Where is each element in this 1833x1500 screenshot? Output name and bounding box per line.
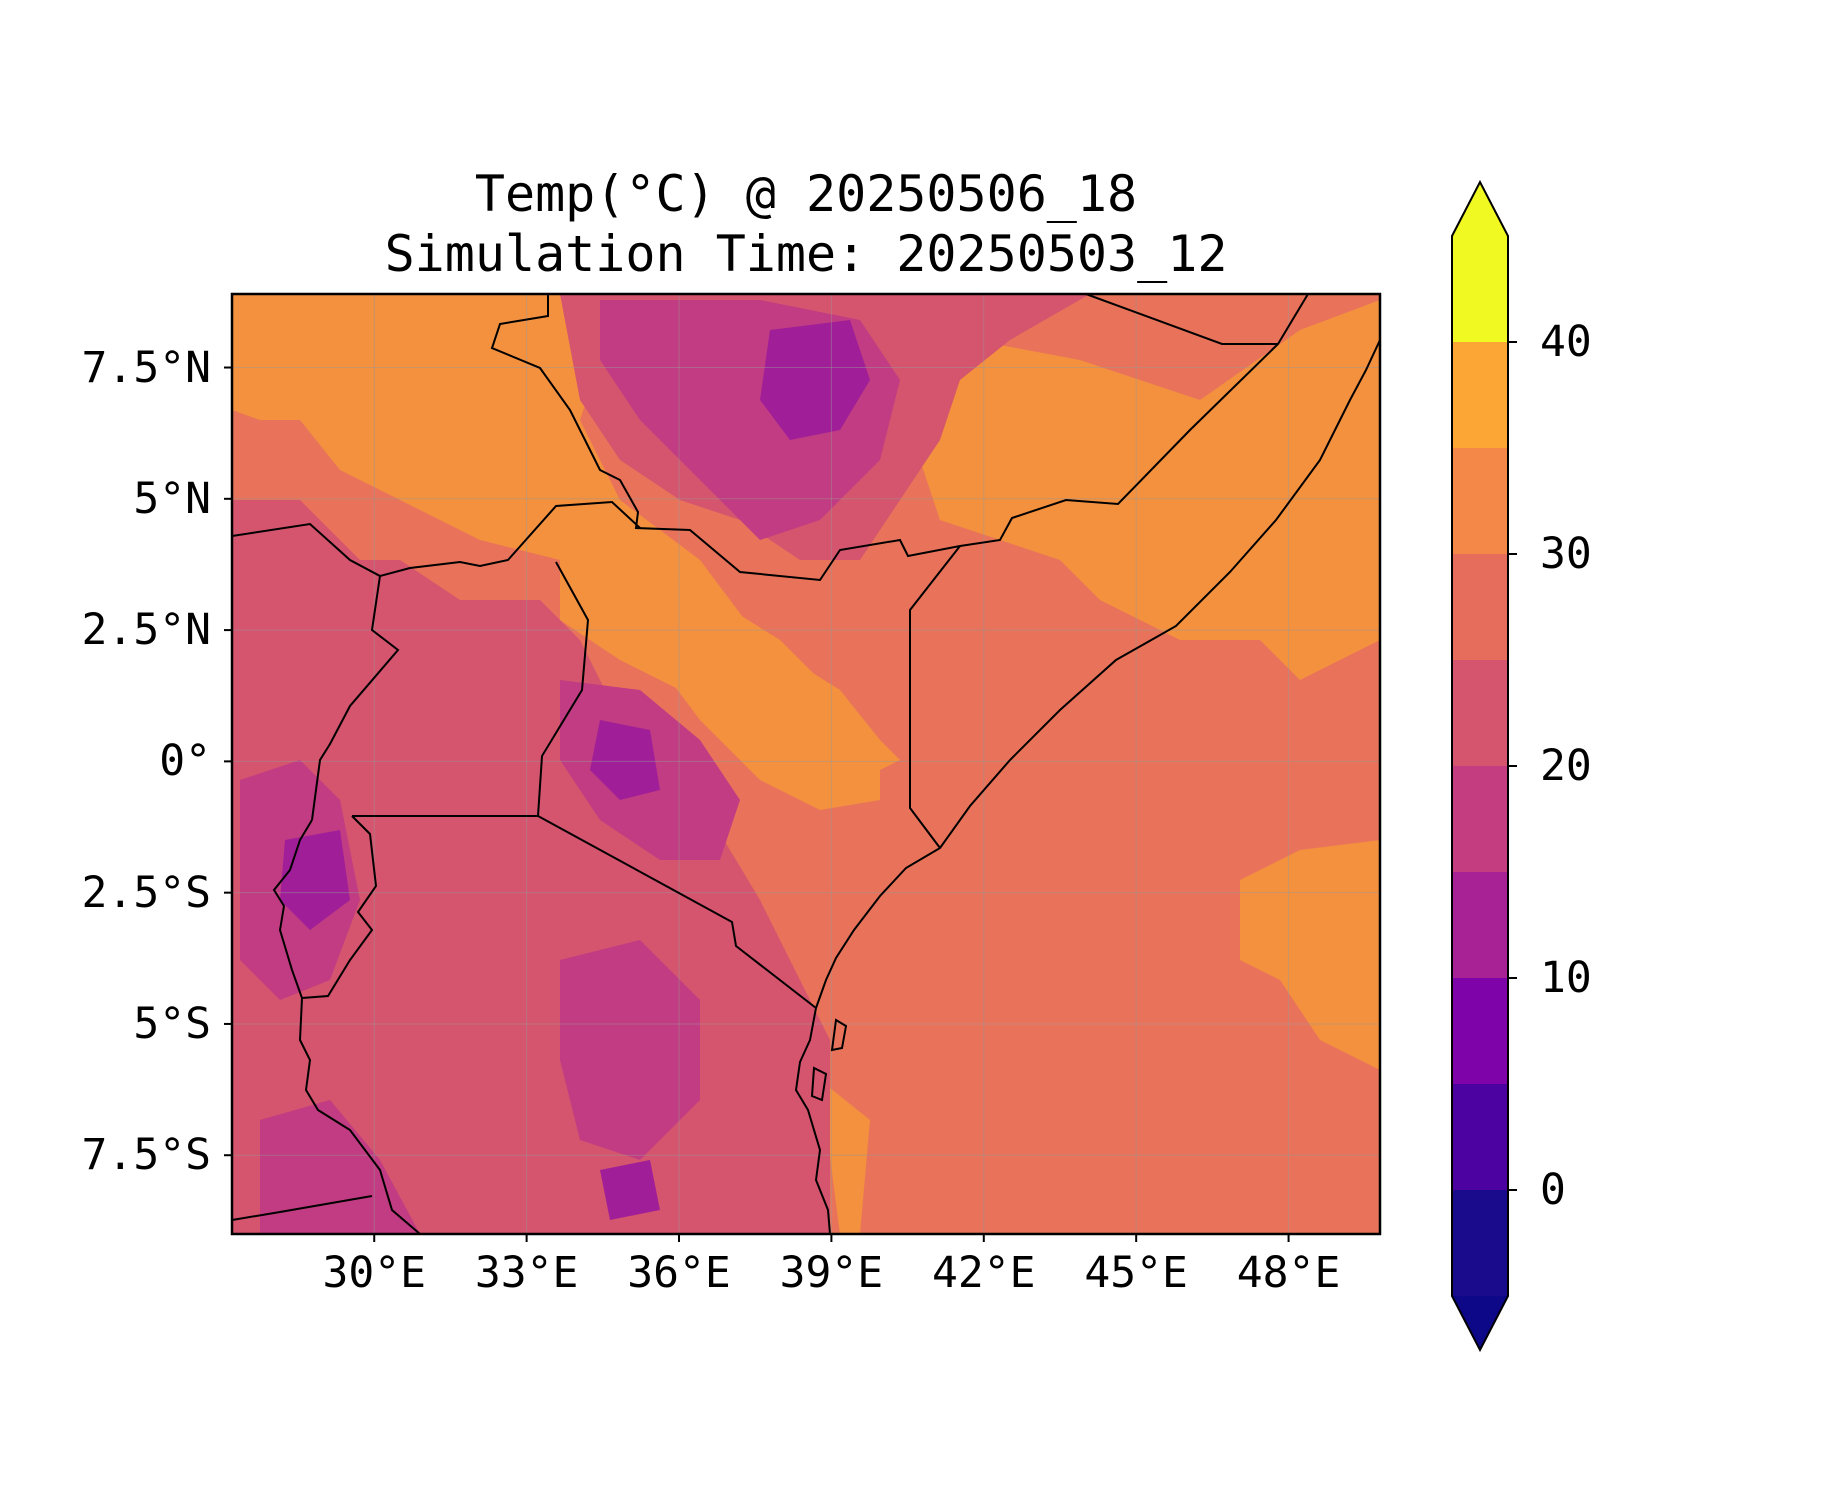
mafia-pemba-islands [810, 1066, 828, 1102]
warm-zone-central [560, 540, 900, 780]
cold-patch-ethiopia [760, 320, 870, 440]
border-kenya-somalia [909, 545, 961, 849]
colorbar-segment [1452, 872, 1508, 978]
colorbar-tick-label: 30 [1540, 529, 1592, 579]
cold-patch-rwanda [280, 830, 350, 930]
colorbar-segment [1452, 448, 1508, 554]
latitude-tick-label: 2.5°N [81, 605, 211, 656]
longitude-tick-label: 48°E [1236, 1248, 1341, 1298]
border-rwanda-burundi [301, 815, 378, 999]
colorbar-outline [1451, 179, 1509, 1353]
map-title-line-2: Simulation Time: 20250503_12 [384, 225, 1228, 283]
coastline-east-africa [815, 339, 1380, 1009]
colorbar-extend-high [1452, 182, 1508, 236]
map-gridlines [232, 294, 1380, 1234]
colorbar-segment [1452, 1190, 1508, 1296]
colorbar-segment [1452, 236, 1508, 342]
latitude-tick-label: 5°S [133, 998, 211, 1049]
longitude-tick-label: 36°E [627, 1248, 731, 1298]
longitude-tick-label: 45°E [1084, 1248, 1188, 1298]
map-title-line-1: Temp(°C) @ 20250506_18 [474, 165, 1138, 223]
border-uganda-west [311, 575, 400, 821]
border-somaliland [959, 294, 1309, 547]
cool-zone-malawi [260, 1100, 420, 1234]
latitude-tick-label: 2.5°S [81, 867, 211, 918]
colorbar-tick-label: 20 [1540, 741, 1592, 791]
longitude-tick-label: 42°E [932, 1248, 1036, 1298]
cool-zone-tanzania [560, 940, 700, 1160]
latitude-ticks [224, 366, 232, 1157]
border-drc-tanzania [272, 819, 421, 1234]
colorbar-extend-low [1452, 1296, 1508, 1350]
longitude-tick-label: 39°E [779, 1248, 884, 1298]
temperature-field [232, 294, 1380, 1234]
border-ethiopia-somalia [1085, 294, 1278, 345]
warm-zone-coastal-strip [820, 1080, 870, 1234]
longitude-ticks [373, 1234, 1290, 1242]
colorbar-segment [1452, 1084, 1508, 1190]
colorbar-segment [1452, 660, 1508, 766]
colorbar-tick-label: 0 [1540, 1165, 1566, 1215]
border-kenya-tanzania [537, 815, 817, 1009]
zanzibar-island [830, 1018, 848, 1052]
border-south-sudan-ethiopia [490, 294, 961, 582]
cold-patch-south [600, 1160, 660, 1220]
border-uganda-north [232, 500, 641, 578]
colorbar-tick-label: 40 [1540, 317, 1592, 367]
colorbar-segment [1452, 554, 1508, 660]
warm-zone-northeast [920, 300, 1380, 680]
colorbar-tick-label: 10 [1540, 953, 1592, 1003]
colorbar [1451, 179, 1517, 1353]
colorbar-segment [1452, 342, 1508, 448]
latitude-tick-label: 7.5°S [81, 1130, 211, 1181]
coastline-tanzania [794, 1007, 831, 1234]
colorbar-segment [1452, 766, 1508, 872]
longitude-tick-label: 30°E [322, 1248, 426, 1298]
border-uganda-kenya [537, 561, 590, 817]
border-zambia-tanzania [232, 1195, 373, 1221]
longitude-tick-label: 33°E [474, 1248, 579, 1298]
latitude-tick-label: 5°N [133, 473, 211, 524]
country-borders [232, 294, 1380, 1234]
latitude-tick-label: 7.5°N [81, 342, 211, 393]
warm-zone-southeast [1240, 840, 1380, 1070]
cold-patch-kilimanjaro [590, 720, 660, 800]
colorbar-segment [1452, 978, 1508, 1084]
map-frame [230, 292, 1382, 1236]
latitude-tick-label: 0° [159, 736, 211, 787]
